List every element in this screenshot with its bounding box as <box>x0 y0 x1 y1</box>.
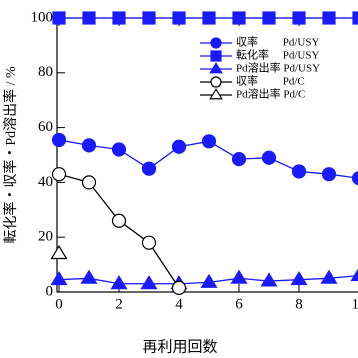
x-tick-label: 2 <box>115 296 123 312</box>
y-tick-label: 80 <box>38 64 53 80</box>
legend-label: Pd溶出率 Pd/USY <box>236 61 320 75</box>
marker <box>142 11 156 25</box>
marker <box>322 11 336 25</box>
y-tick-label: 0 <box>46 283 54 299</box>
legend-marker <box>210 37 222 49</box>
marker <box>81 175 97 190</box>
marker <box>50 245 68 260</box>
x-tick-label: 8 <box>295 296 303 312</box>
marker <box>141 235 157 250</box>
marker <box>290 271 308 286</box>
legend-label: 収率 Pd/USY <box>236 35 319 49</box>
series-line <box>58 173 180 289</box>
x-tick-label: 4 <box>175 296 183 312</box>
marker <box>80 269 98 284</box>
legend-marker <box>209 88 223 100</box>
legend-marker <box>210 76 222 88</box>
x-axis-label: 再利用回数 <box>142 338 217 355</box>
legend-marker <box>209 62 223 74</box>
marker <box>200 273 218 288</box>
y-tick-label: 100 <box>31 9 54 25</box>
marker <box>51 132 67 148</box>
marker <box>202 11 216 25</box>
marker <box>351 171 358 186</box>
marker <box>352 11 358 25</box>
marker <box>260 272 278 287</box>
y-axis-label: 転化率・収率・Pd溶出率 / % <box>2 66 19 244</box>
x-tick-label: 6 <box>235 296 243 312</box>
marker <box>171 139 187 154</box>
y-tick-label: 60 <box>38 119 53 135</box>
legend-marker <box>210 50 222 62</box>
x-tick-label: 0 <box>55 296 63 312</box>
y-tick-label: 20 <box>38 229 53 245</box>
marker <box>320 269 338 284</box>
marker <box>140 275 158 290</box>
marker <box>262 11 276 25</box>
marker <box>292 11 306 25</box>
marker <box>110 275 128 290</box>
y-tick-label: 40 <box>38 174 53 190</box>
legend-label: 収率 Pd/C <box>236 74 305 88</box>
marker <box>111 142 127 157</box>
legend-label: Pd溶出率 Pd/C <box>236 87 305 101</box>
marker <box>261 150 277 165</box>
marker <box>141 161 157 176</box>
marker <box>112 11 126 25</box>
marker <box>291 164 307 179</box>
marker <box>82 11 96 25</box>
marker <box>321 167 337 182</box>
marker <box>201 134 217 149</box>
marker <box>52 11 66 25</box>
marker <box>230 269 248 284</box>
marker <box>51 167 67 182</box>
marker <box>81 138 97 153</box>
marker <box>171 280 187 295</box>
marker <box>50 271 68 286</box>
marker <box>172 11 186 25</box>
marker <box>232 11 246 25</box>
legend-label: 転化率 Pd/USY <box>236 48 319 62</box>
marker <box>111 213 127 228</box>
x-tick-label: 10 <box>352 296 358 312</box>
marker <box>350 268 358 282</box>
marker <box>231 152 247 167</box>
